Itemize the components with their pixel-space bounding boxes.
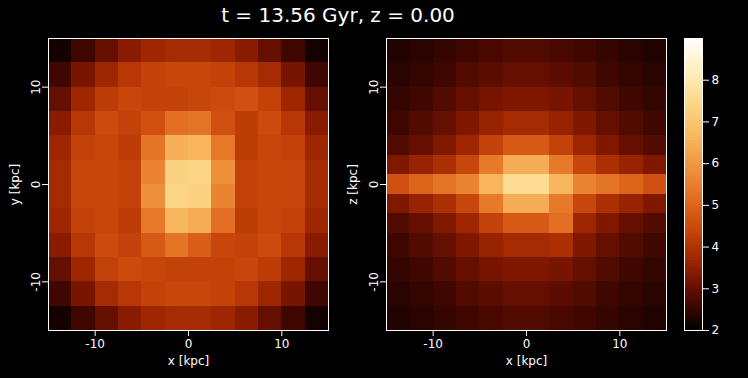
svg-text:-10: -10 (367, 272, 381, 292)
svg-text:3: 3 (712, 282, 720, 296)
svg-text:-10: -10 (85, 337, 105, 351)
svg-text:10: 10 (29, 80, 43, 95)
svg-text:4: 4 (712, 240, 720, 254)
svg-text:z [kpc]: z [kpc] (346, 164, 360, 205)
svg-text:2: 2 (712, 323, 720, 337)
svg-text:-10: -10 (29, 272, 43, 292)
svg-text:y [kpc]: y [kpc] (8, 164, 22, 205)
svg-text:-10: -10 (423, 337, 443, 351)
svg-text:7: 7 (712, 115, 720, 129)
svg-text:0: 0 (367, 181, 381, 189)
svg-text:x [kpc]: x [kpc] (506, 354, 547, 368)
svg-text:0: 0 (185, 337, 193, 351)
svg-text:10: 10 (612, 337, 627, 351)
svg-text:0: 0 (523, 337, 531, 351)
svg-text:0: 0 (29, 181, 43, 189)
svg-text:10: 10 (367, 80, 381, 95)
svg-text:5: 5 (712, 198, 720, 212)
svg-text:6: 6 (712, 156, 720, 170)
html-text:t = 13.56 Gyr, z = 0.00: t = 13.56 Gyr, z = 0.00 (221, 3, 455, 27)
svg-text:10: 10 (274, 337, 289, 351)
svg-text:8: 8 (712, 73, 720, 87)
svg-text:x [kpc]: x [kpc] (168, 354, 209, 368)
